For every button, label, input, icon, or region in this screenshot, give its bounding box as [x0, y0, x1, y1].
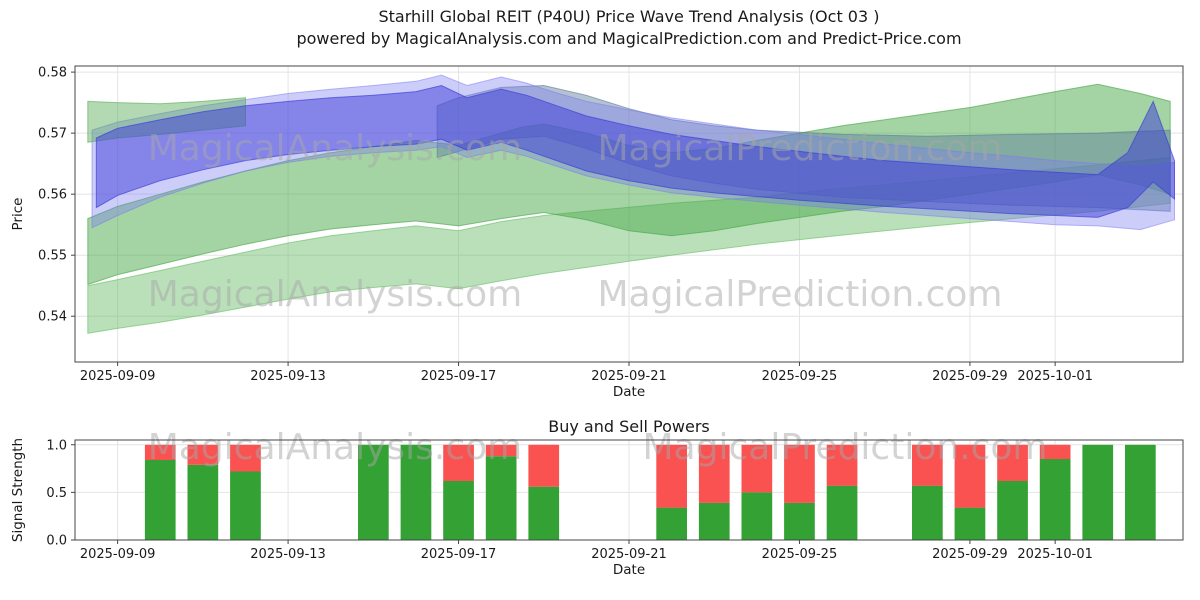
sell-bar-2025-09-26 — [826, 444, 858, 486]
buy-bar-2025-09-25 — [784, 502, 815, 540]
price-band-blue-main — [95, 84, 1175, 218]
sell-bar-2025-09-17 — [443, 444, 474, 481]
price-ylabel: Price — [10, 198, 26, 231]
x-tick-label: 2025-09-29 — [932, 369, 1008, 384]
watermark: MagicalPrediction.com — [598, 274, 1003, 315]
buy-bar-2025-09-10 — [144, 460, 176, 540]
x-tick-label: 2025-09-13 — [250, 369, 326, 384]
x-tick-label: 2025-09-09 — [80, 547, 156, 562]
x-tick-label: 2025-09-21 — [591, 369, 667, 384]
sell-bar-2025-09-18 — [485, 444, 517, 457]
buy-bar-2025-09-30 — [997, 481, 1028, 540]
sell-bar-2025-09-10 — [144, 444, 176, 460]
buy-bar-2025-09-15 — [358, 444, 389, 540]
buy-bar-2025-09-11 — [187, 464, 219, 540]
buy-bar-2025-09-17 — [443, 481, 474, 540]
buy-bar-2025-09-28 — [912, 485, 943, 540]
x-tick-label: 2025-09-09 — [80, 369, 156, 384]
buy-bar-2025-10-02 — [1082, 444, 1114, 540]
sell-bar-2025-09-29 — [954, 444, 986, 508]
y-tick-label: 0.0 — [46, 534, 67, 549]
power-xlabel: Date — [613, 562, 645, 578]
x-tick-label: 2025-09-13 — [250, 547, 326, 562]
buy-bar-2025-09-19 — [528, 486, 560, 540]
x-tick-label: 2025-10-01 — [1017, 369, 1093, 384]
y-tick-label: 1.0 — [46, 438, 67, 453]
x-tick-label: 2025-09-29 — [932, 547, 1008, 562]
buy-bar-2025-09-12 — [230, 471, 261, 540]
sell-bar-2025-09-19 — [528, 444, 560, 487]
watermark: MagicalAnalysis.com — [148, 274, 522, 315]
buy-bar-2025-09-24 — [741, 492, 773, 540]
power-chart-title: Buy and Sell Powers — [548, 417, 710, 436]
price-xlabel: Date — [613, 384, 645, 400]
watermark: MagicalPrediction.com — [598, 128, 1003, 169]
y-tick-label: 0.54 — [38, 310, 67, 325]
buy-bar-2025-09-26 — [826, 485, 858, 540]
buy-bar-2025-09-16 — [400, 444, 432, 540]
x-tick-label: 2025-09-25 — [762, 369, 838, 384]
y-tick-label: 0.58 — [38, 66, 67, 81]
y-tick-label: 0.55 — [38, 249, 67, 264]
sell-bar-2025-09-28 — [912, 444, 943, 486]
chart-title-line2: powered by MagicalAnalysis.com and Magic… — [296, 29, 961, 48]
sell-bar-2025-09-11 — [187, 444, 219, 465]
y-tick-label: 0.5 — [46, 486, 67, 501]
watermark: MagicalAnalysis.com — [148, 427, 522, 468]
buy-bar-2025-09-23 — [698, 502, 730, 540]
sell-bar-2025-09-12 — [230, 444, 261, 472]
x-tick-label: 2025-09-21 — [591, 547, 667, 562]
sell-bar-2025-09-25 — [784, 444, 815, 503]
y-tick-label: 0.56 — [38, 188, 67, 203]
chart-title-line1: Starhill Global REIT (P40U) Price Wave T… — [379, 7, 880, 26]
buy-bar-2025-09-22 — [656, 507, 687, 540]
buy-bar-2025-10-03 — [1125, 444, 1156, 540]
sell-bar-2025-09-30 — [997, 444, 1028, 481]
buy-bar-2025-09-29 — [954, 507, 986, 540]
x-tick-label: 2025-10-01 — [1017, 547, 1093, 562]
watermark: MagicalAnalysis.com — [148, 128, 522, 169]
x-tick-label: 2025-09-17 — [421, 369, 497, 384]
price-chart: MagicalAnalysis.com MagicalPrediction.com… — [38, 65, 1184, 384]
sell-bar-2025-09-23 — [698, 444, 730, 503]
sell-bar-2025-09-24 — [741, 444, 773, 493]
x-tick-label: 2025-09-17 — [421, 547, 497, 562]
buy-bar-2025-10-01 — [1039, 459, 1071, 540]
power-ylabel: Signal Strength — [10, 438, 26, 542]
signal-chart: MagicalAnalysis.com MagicalPrediction.com… — [46, 427, 1184, 562]
x-tick-label: 2025-09-25 — [762, 547, 838, 562]
y-tick-label: 0.57 — [38, 127, 67, 142]
watermark: MagicalPrediction.com — [643, 427, 1048, 468]
sell-bar-2025-09-22 — [656, 444, 687, 508]
sell-bar-2025-10-01 — [1039, 444, 1071, 460]
buy-bar-2025-09-18 — [485, 456, 517, 540]
